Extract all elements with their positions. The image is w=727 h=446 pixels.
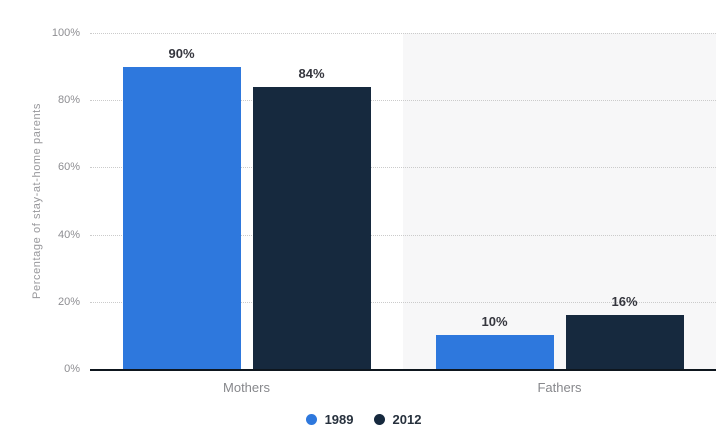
legend-item-1989[interactable]: 1989 xyxy=(305,411,354,427)
legend-item-2012[interactable]: 2012 xyxy=(373,411,422,427)
gridline-40 xyxy=(90,234,716,236)
legend: 1989 2012 xyxy=(0,408,727,430)
y-tick-label-40: 40% xyxy=(57,228,80,241)
legend-label-2012: 2012 xyxy=(392,411,422,427)
y-tick-label-100: 100% xyxy=(51,27,80,39)
y-tick-label-20: 20% xyxy=(57,295,80,308)
plot-area: 0% 20% 40% 60% 80% 100% 90% 84% Mothers 10% 16% Fat… xyxy=(52,27,716,395)
bar-1989-fathers[interactable] xyxy=(435,335,554,369)
category-label-fathers: Fathers xyxy=(537,380,582,395)
category-label-mothers: Mothers xyxy=(223,380,270,395)
gridline-20 xyxy=(90,301,716,303)
bar-2012-fathers[interactable] xyxy=(565,315,684,369)
y-tick-label-80: 80% xyxy=(57,94,80,107)
bar-2012-mothers[interactable] xyxy=(252,86,371,369)
value-label-1989-mothers: 90% xyxy=(168,45,195,61)
y-tick-label-60: 60% xyxy=(57,161,80,174)
bar-1989-mothers[interactable] xyxy=(122,66,241,369)
y-axis-title: Percentage of stay-at-home parents xyxy=(31,103,43,299)
value-label-2012-mothers: 84% xyxy=(298,65,325,81)
legend-dot-2012 xyxy=(373,413,385,425)
gridline-80 xyxy=(90,100,716,102)
gridline-60 xyxy=(90,167,716,169)
value-label-1989-fathers: 10% xyxy=(481,314,508,330)
value-label-2012-fathers: 16% xyxy=(611,294,638,310)
y-tick-label-0: 0% xyxy=(64,363,80,375)
fathers-column-highlight xyxy=(403,33,716,369)
legend-dot-1989 xyxy=(305,413,317,425)
legend-label-1989: 1989 xyxy=(324,411,354,427)
gridline-100 xyxy=(90,33,716,34)
